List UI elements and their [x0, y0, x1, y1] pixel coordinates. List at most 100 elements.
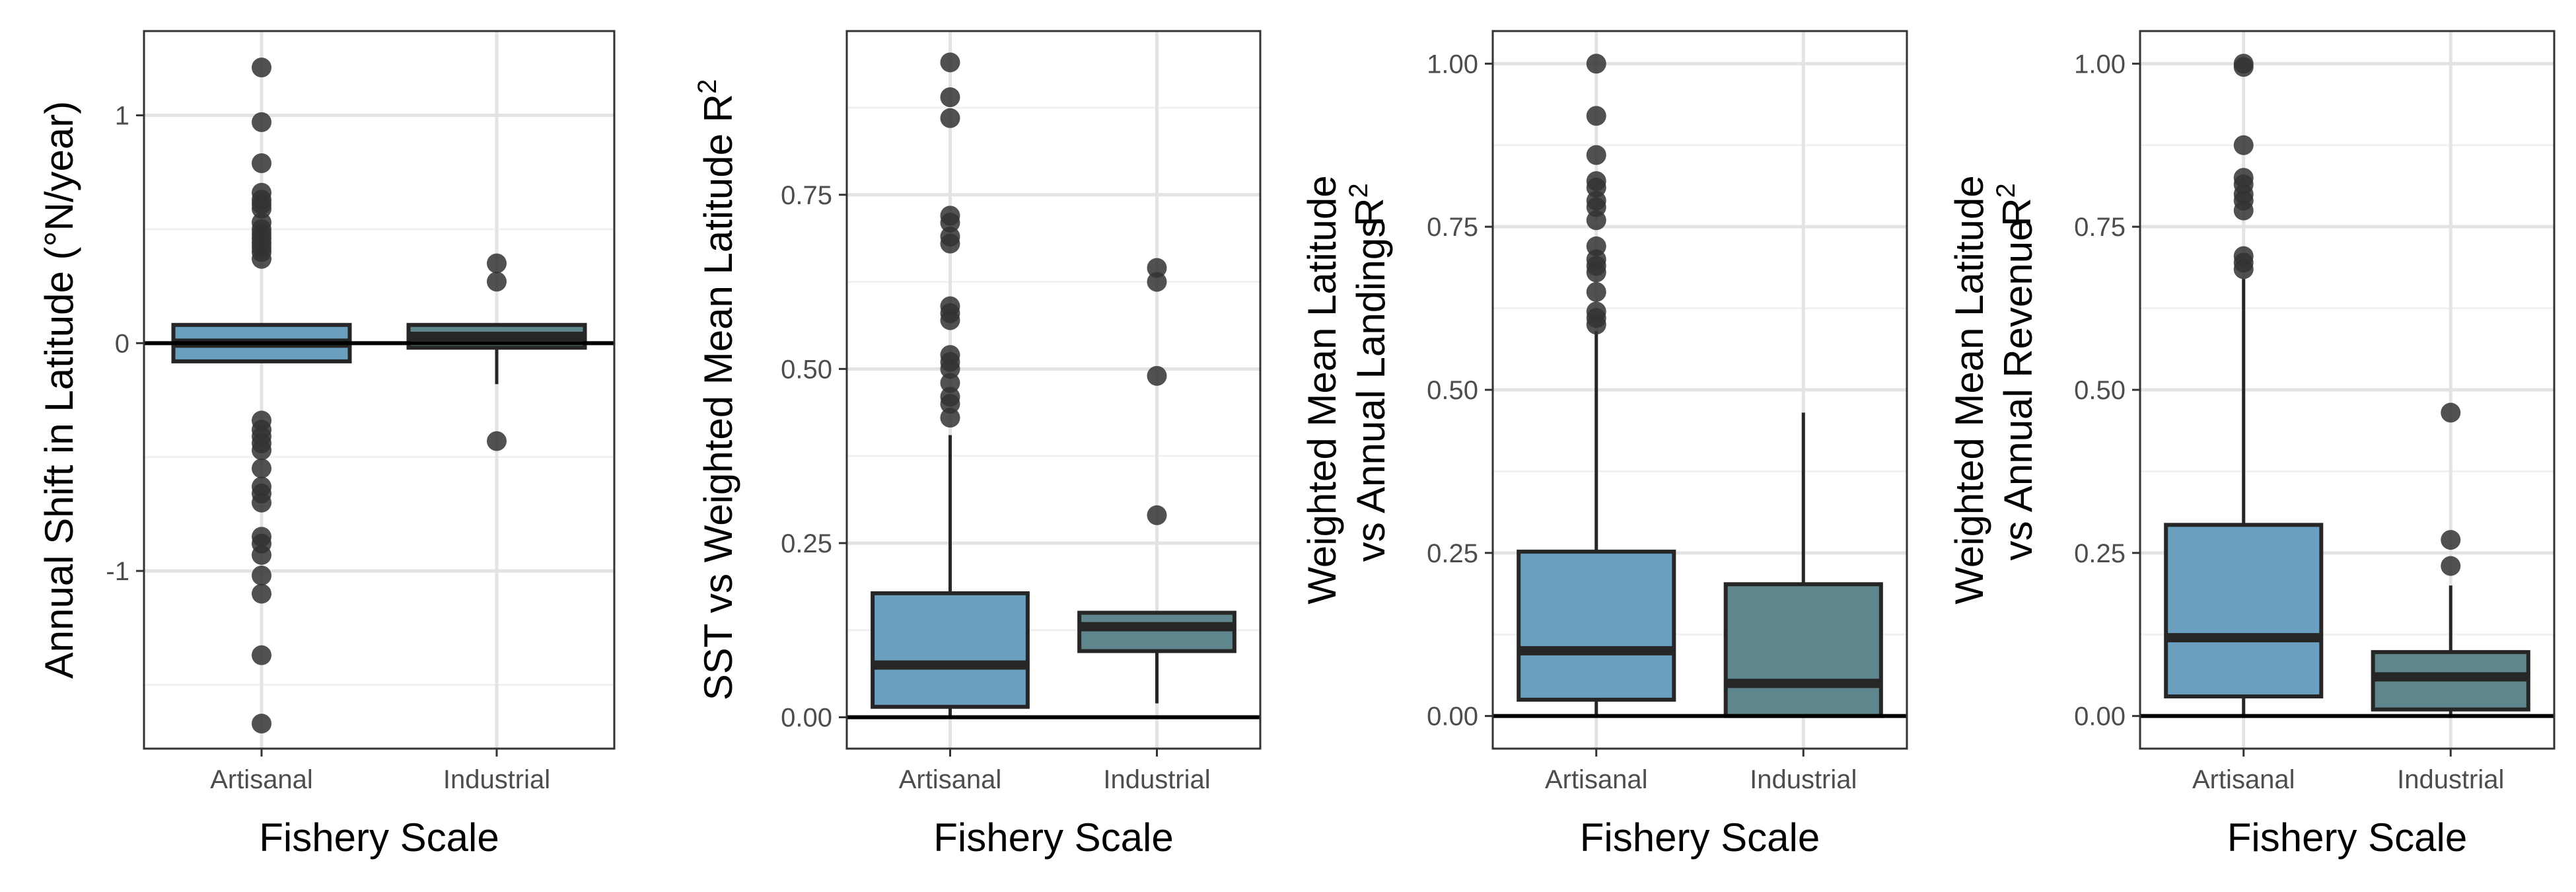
- outlier-point: [252, 57, 271, 78]
- y-tick-label: 0.25: [2074, 539, 2126, 568]
- panel-2: 0.00 0.25 0.50 0.75 Artisanal Industrial Fishe…: [693, 30, 1262, 860]
- panel-border: [845, 30, 1262, 750]
- y-tick-label: 1.00: [1427, 50, 1478, 79]
- outlier-point: [1147, 258, 1167, 278]
- y-tick-label: 0: [115, 329, 129, 358]
- x-tick-label: Industrial: [2397, 765, 2504, 794]
- outlier-point: [252, 198, 271, 219]
- outlier-point: [252, 645, 271, 665]
- y-tick-label: 0.50: [2074, 376, 2126, 405]
- x-tick-label: Industrial: [1103, 765, 1210, 794]
- y-tick-label: 1: [115, 102, 129, 131]
- y-axis-title: Annual Shift in Latitude (°N/year): [37, 101, 81, 679]
- outlier-point: [2233, 200, 2254, 221]
- outlier-point: [1586, 262, 1606, 283]
- y-tick-label: 0.25: [781, 529, 832, 558]
- y-axis-title-r: R: [1347, 198, 1392, 226]
- y-axis-title-line-1: Weighted Mean Latitude: [1947, 175, 1991, 604]
- y-tick-label: 0.75: [1427, 213, 1478, 242]
- outlier-point: [252, 458, 271, 478]
- outlier-point: [487, 431, 507, 451]
- outlier-point: [2441, 530, 2461, 550]
- y-axis-title-line-2: vs Annual Landings: [1349, 218, 1393, 562]
- outlier-point: [252, 112, 271, 132]
- x-tick-label: Industrial: [443, 765, 550, 794]
- outlier-point: [1586, 145, 1606, 165]
- outlier-point: [1586, 315, 1606, 335]
- y-tick-label: 0.75: [2074, 213, 2126, 242]
- outlier-point: [252, 583, 271, 604]
- outlier-point: [1147, 365, 1167, 386]
- x-tick-label: Artisanal: [2192, 765, 2295, 794]
- y-axis-title-r2: R2: [1344, 183, 1392, 227]
- y-axis-title-text: SST vs Weighted Mean Latitude R: [696, 94, 740, 700]
- box-artisanal: [1517, 549, 1676, 702]
- outlier-point: [940, 310, 960, 330]
- outlier-point: [252, 544, 271, 565]
- x-tick-label: Artisanal: [210, 765, 313, 794]
- outlier-point: [252, 492, 271, 513]
- outlier-point: [2233, 135, 2254, 155]
- outlier-point: [2233, 57, 2254, 77]
- outlier-point: [2233, 259, 2254, 279]
- box-artisanal: [871, 591, 1030, 709]
- outlier-point: [252, 153, 271, 173]
- outlier-point: [1586, 54, 1606, 74]
- outlier-point: [487, 253, 507, 274]
- y-tick-label: 0.25: [1427, 539, 1478, 568]
- outlier-point: [940, 408, 960, 428]
- y-tick-label: 0.50: [781, 355, 832, 384]
- y-tick-label: 0.50: [1427, 376, 1478, 405]
- y-axis-title: SST vs Weighted Mean Latitude R2: [693, 79, 740, 701]
- outlier-point: [940, 359, 960, 379]
- outlier-point: [1147, 505, 1167, 525]
- y-tick-label: 0.00: [2074, 702, 2126, 731]
- outlier-point: [940, 233, 960, 254]
- y-tick-label: 1.00: [2074, 50, 2126, 79]
- outlier-point: [940, 87, 960, 108]
- panel-border: [143, 30, 616, 750]
- x-axis-title: Fishery Scale: [1580, 815, 1820, 860]
- outlier-point: [940, 212, 960, 233]
- box-artisanal: [2164, 523, 2324, 699]
- x-axis-title: Fishery Scale: [2227, 815, 2467, 860]
- y-axis-title-text: Annual Shift in Latitude (°N/year): [37, 101, 81, 679]
- outlier-point: [940, 373, 960, 393]
- outlier-point: [1586, 281, 1606, 302]
- box-industrial: [1077, 611, 1236, 653]
- panel-1: -1 0 1 Artisanal Industrial Fishery Scale Annu…: [37, 30, 616, 860]
- outlier-point: [487, 272, 507, 292]
- y-tick-label: 0.00: [1427, 702, 1478, 731]
- outlier-point: [1586, 210, 1606, 231]
- y-tick-label: 0.00: [781, 704, 832, 733]
- x-axis-title: Fishery Scale: [259, 815, 499, 860]
- outlier-point: [1147, 272, 1167, 292]
- y-tick-label: -1: [106, 557, 129, 586]
- outlier-point: [2441, 556, 2461, 576]
- plot-background: [144, 31, 614, 749]
- y-axis-title-r: R: [1995, 198, 2039, 226]
- x-tick-label: Artisanal: [1545, 765, 1648, 794]
- y-axis-title-r2: R2: [1991, 183, 2039, 227]
- outlier-point: [252, 565, 271, 585]
- box-industrial: [1723, 582, 1883, 718]
- y-axis-title-line-2: vs Annual Revenue: [1996, 219, 2040, 560]
- y-axis-title-line-1: Weighted Mean Latitude: [1300, 175, 1344, 604]
- x-axis-title: Fishery Scale: [933, 815, 1173, 860]
- outlier-point: [1586, 106, 1606, 126]
- outlier-point: [252, 248, 271, 269]
- outlier-point: [940, 52, 960, 73]
- outlier-point: [940, 394, 960, 414]
- panel-3: 0.00 0.25 0.50 0.75 1.00 Artisanal Industrial F…: [1300, 30, 1908, 860]
- outlier-point: [252, 440, 271, 461]
- y-tick-label: 0.75: [781, 181, 832, 210]
- x-tick-label: Industrial: [1750, 765, 1857, 794]
- panel-4: 0.00 0.25 0.50 0.75 1.00 Artisanal Industrial F…: [1947, 30, 2556, 860]
- y-axis-title-superscript: 2: [1344, 183, 1373, 198]
- y-axis-title-superscript: 2: [693, 79, 722, 94]
- outlier-point: [940, 108, 960, 128]
- y-axis-title-superscript: 2: [1991, 183, 2021, 198]
- outlier-point: [2441, 402, 2461, 423]
- x-tick-label: Artisanal: [899, 765, 1002, 794]
